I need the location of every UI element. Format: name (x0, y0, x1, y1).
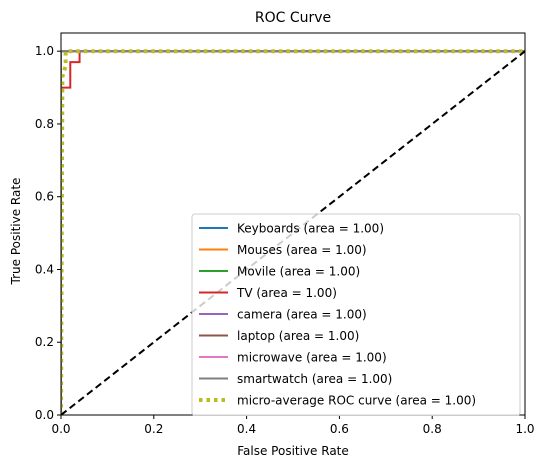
x-tick-label: 0.0 (51, 422, 70, 436)
y-tick-label: 0.8 (35, 117, 54, 131)
chart-title: ROC Curve (255, 10, 331, 26)
legend-label-8: micro-average ROC curve (area = 1.00) (237, 394, 476, 408)
y-tick-label: 1.0 (35, 44, 54, 58)
legend-label-6: microwave (area = 1.00) (237, 351, 387, 365)
y-tick-label: 0.4 (35, 262, 54, 276)
x-tick-label: 0.8 (423, 422, 442, 436)
x-tick-label: 1.0 (515, 422, 534, 436)
x-axis-label: False Positive Rate (237, 444, 349, 458)
legend-label-2: Movile (area = 1.00) (237, 265, 360, 279)
y-tick-label: 0.2 (35, 335, 54, 349)
legend-label-5: laptop (area = 1.00) (237, 329, 359, 343)
y-axis-label: True Positive Rate (9, 178, 23, 286)
legend-label-7: smartwatch (area = 1.00) (237, 372, 392, 386)
axes: 0.0 0.2 0.4 0.6 0.8 1.0 0.0 0.2 0.4 0.6 0.8 1.0 (35, 32, 535, 436)
legend-label-3: TV (area = 1.00) (236, 286, 337, 300)
y-tick-label: 0.6 (35, 190, 54, 204)
legend-label-4: camera (area = 1.00) (237, 308, 367, 322)
plot-lines (61, 49, 525, 415)
y-tick-label: 0.0 (35, 408, 54, 422)
legend: Keyboards (area = 1.00) Mouses (area = 1.… (191, 213, 521, 416)
x-tick-label: 0.2 (144, 422, 163, 436)
series-line-8 (61, 49, 525, 415)
legend-label-0: Keyboards (area = 1.00) (237, 222, 384, 236)
x-tick-label: 0.4 (237, 422, 256, 436)
x-tick-label: 0.6 (330, 422, 349, 436)
legend-box (191, 213, 521, 416)
legend-label-1: Mouses (area = 1.00) (237, 243, 367, 257)
